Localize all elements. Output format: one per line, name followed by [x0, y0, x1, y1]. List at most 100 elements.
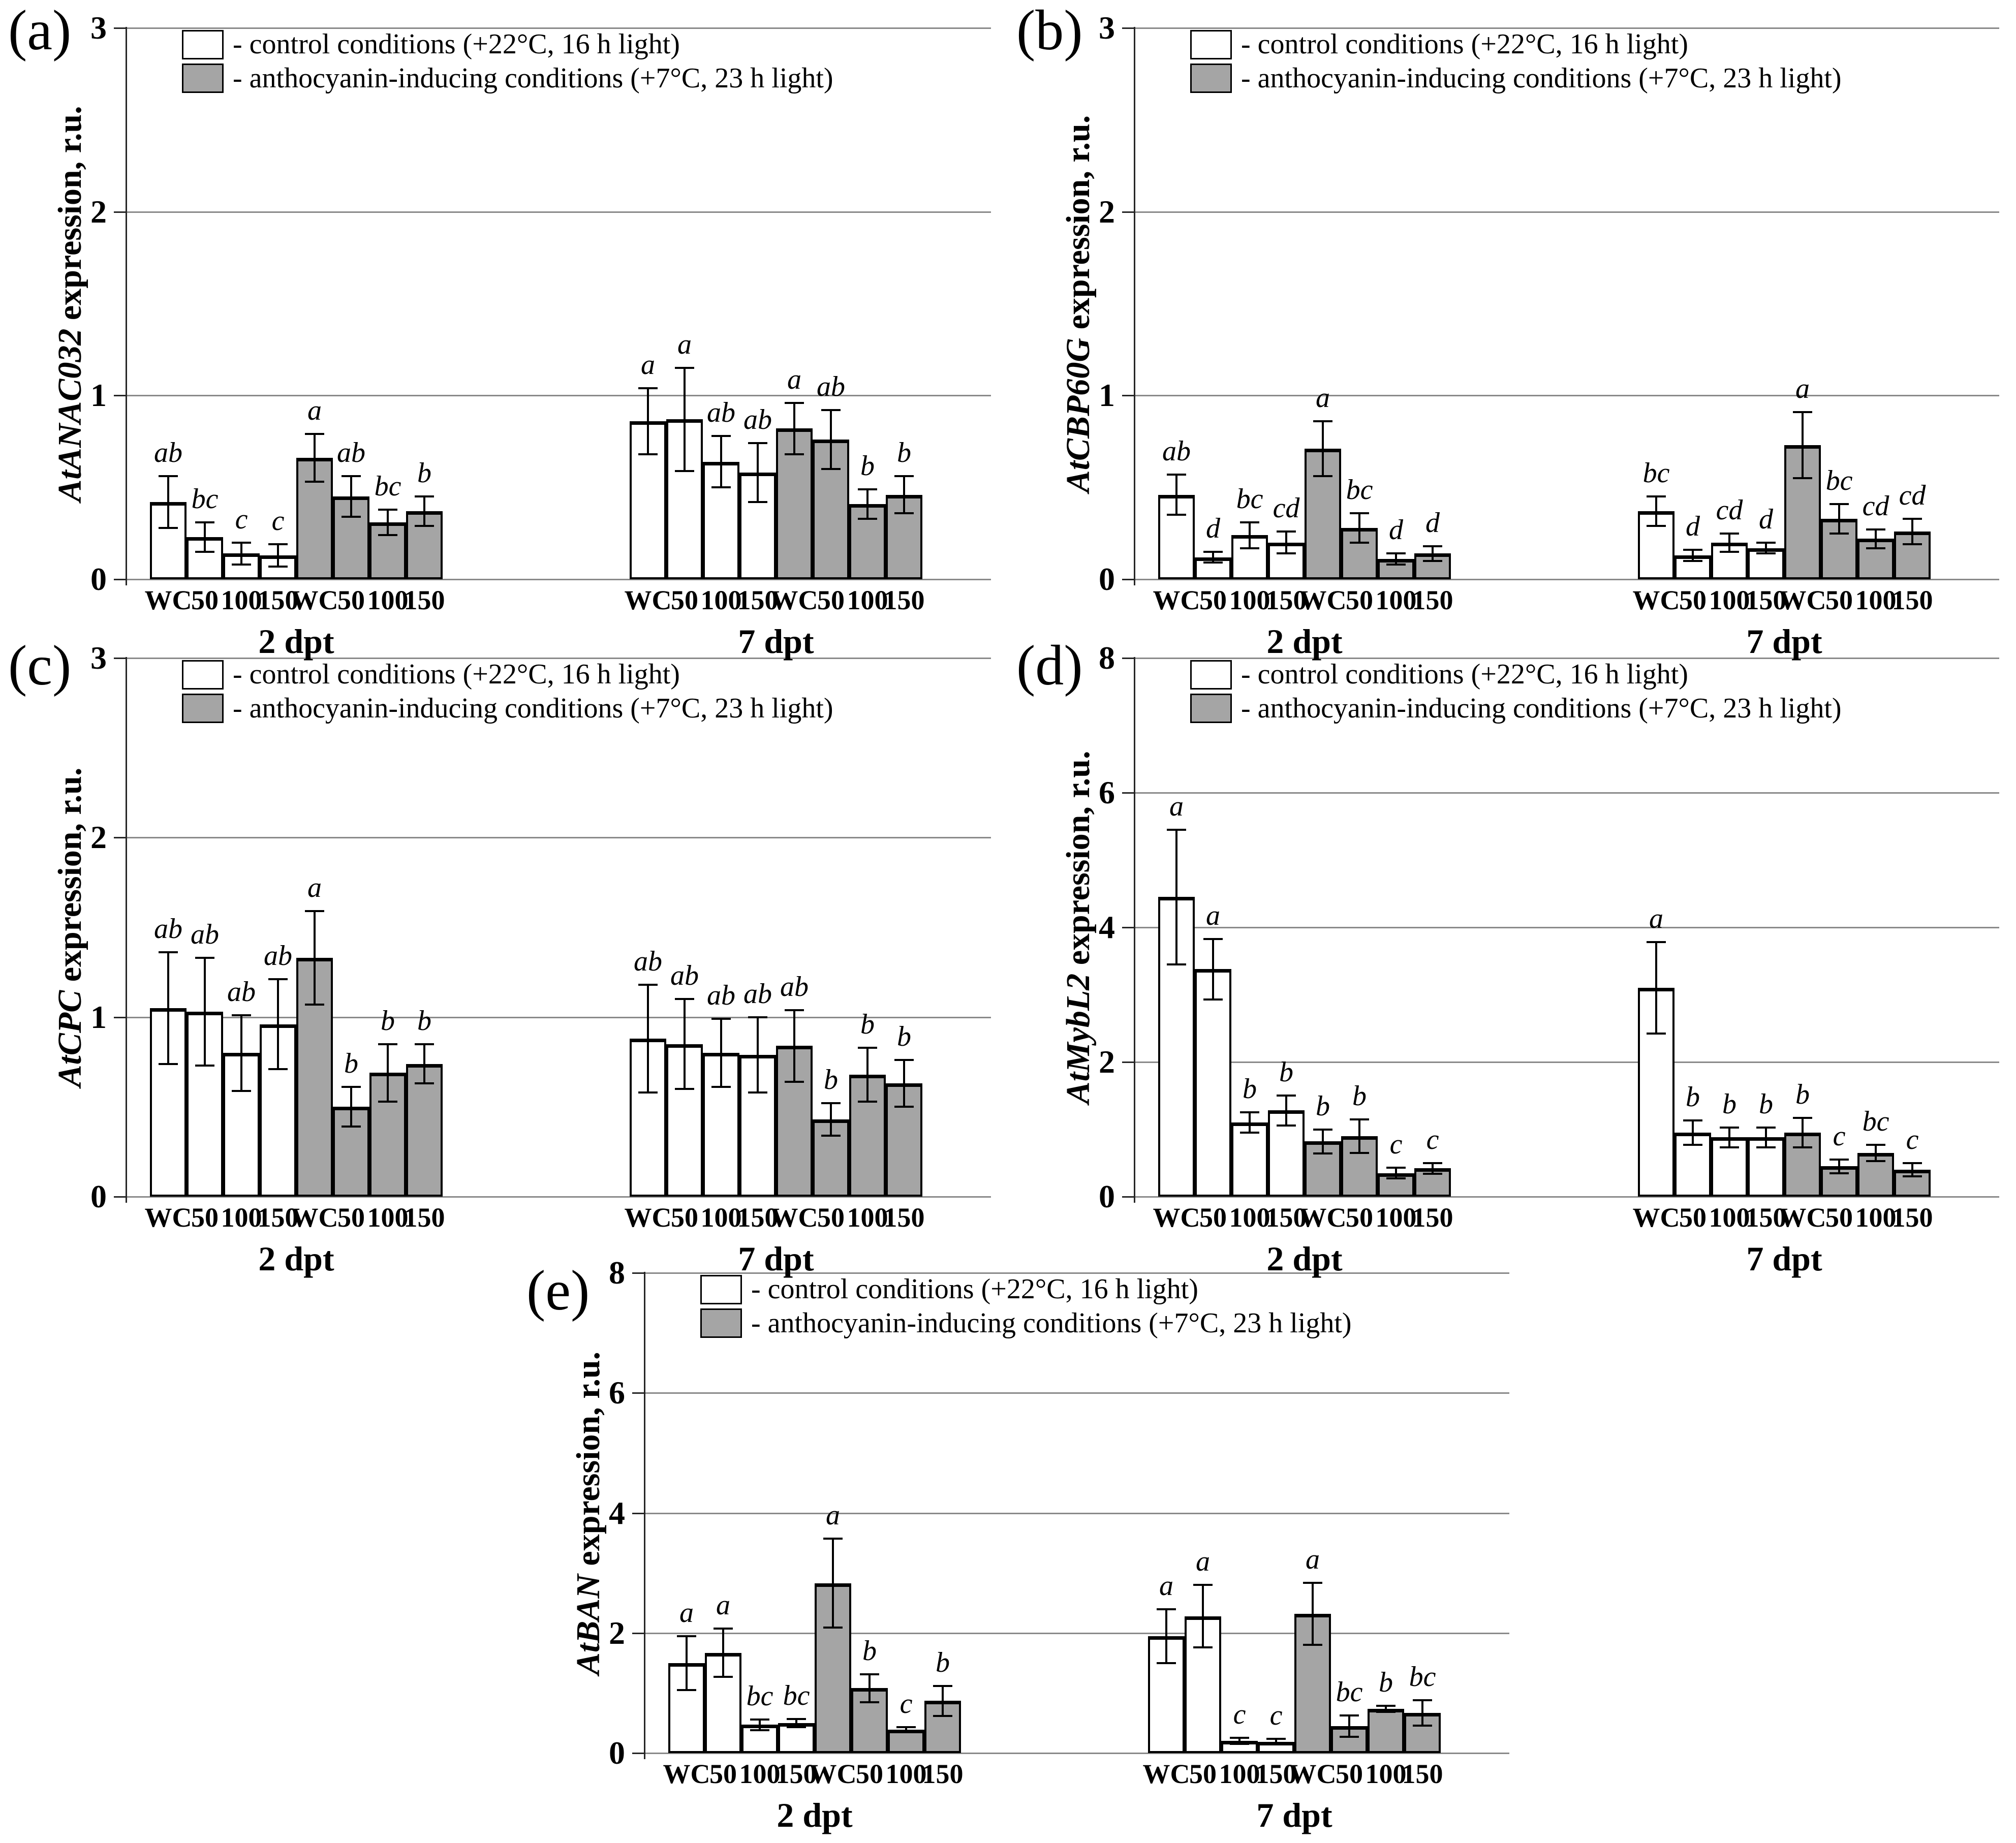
x-axis-line — [127, 1196, 991, 1198]
error-bar-cap-top — [195, 521, 214, 523]
error-bar — [757, 1017, 759, 1093]
error-bar-cap-top — [159, 475, 178, 478]
error-bar — [204, 958, 206, 1066]
x-tick-label: WC — [770, 585, 818, 615]
error-bar-cap-bottom — [748, 501, 767, 504]
bar — [1185, 1616, 1221, 1753]
x-tick-label: 50 — [1825, 585, 1853, 615]
error-bar — [1432, 546, 1434, 561]
error-bar — [1275, 1738, 1277, 1745]
error-bar-cap-bottom — [305, 481, 324, 483]
significance-letter: a — [679, 1597, 694, 1629]
significance-letter: c — [1269, 1699, 1283, 1731]
error-bar-cap-top — [1683, 549, 1702, 551]
significance-letter: ab — [707, 396, 735, 428]
significance-letter: bc — [1825, 464, 1853, 496]
error-bar-cap-bottom — [1793, 1146, 1812, 1149]
error-bar-cap-bottom — [1350, 541, 1369, 544]
significance-letter: ab — [337, 437, 365, 469]
error-bar-cap-bottom — [750, 1729, 769, 1732]
x-tick-label: 50 — [856, 1759, 883, 1789]
legend-label: - anthocyanin-inducing conditions (+7°C,… — [233, 62, 833, 94]
error-bar-cap-top — [1793, 1116, 1812, 1119]
significance-letter: b — [381, 1005, 395, 1037]
error-bar-cap-bottom — [1756, 1146, 1776, 1149]
x-tick-label: WC — [770, 1202, 818, 1233]
x-tick-label: WC — [809, 1759, 857, 1789]
error-bar — [757, 443, 759, 503]
gridline — [645, 1392, 1509, 1394]
x-tick-label: 150 — [737, 585, 779, 615]
error-bar — [1802, 412, 1804, 479]
significance-letter: cd — [1716, 494, 1743, 526]
error-bar-cap-bottom — [1167, 514, 1186, 516]
y-tick-label: 1 — [90, 377, 107, 414]
x-tick-label: 100 — [847, 585, 888, 615]
y-tick — [114, 27, 127, 29]
error-bar-cap-top — [1829, 503, 1849, 505]
significance-letter: ab — [227, 976, 256, 1008]
x-tick-label: 150 — [776, 1759, 817, 1789]
significance-letter: a — [1795, 372, 1810, 404]
y-tick — [114, 658, 127, 659]
error-bar-cap-bottom — [1203, 998, 1223, 1001]
error-bar-cap-bottom — [1350, 1151, 1369, 1154]
significance-letter: c — [1833, 1120, 1846, 1152]
x-axis-line — [127, 579, 991, 580]
x-tick-label: 50 — [191, 585, 219, 615]
legend-item: - control conditions (+22°C, 16 h light) — [700, 1273, 1352, 1305]
error-bar-cap-bottom — [894, 1106, 914, 1108]
significance-letter: b — [1352, 1080, 1367, 1112]
error-bar-cap-bottom — [195, 1065, 214, 1067]
error-bar — [387, 509, 389, 536]
panel-c: (c) AtCPC expression, r.u. 0 1 2 3 - control c… — [0, 635, 1008, 1276]
panel-a: (a) AtANAC032 expression, r.u. 0 1 2 3 - contr… — [0, 0, 1008, 659]
error-bar-cap-top — [1386, 552, 1406, 555]
legend-swatch-control — [1190, 660, 1232, 690]
significance-letter: b — [860, 1008, 875, 1040]
legend-label: - control conditions (+22°C, 16 h light) — [233, 28, 680, 60]
significance-letter: ab — [707, 980, 735, 1012]
error-bar — [832, 1539, 834, 1628]
error-bar-cap-top — [378, 508, 397, 511]
error-bar-cap-bottom — [159, 526, 178, 529]
error-bar-cap-top — [1423, 1162, 1442, 1164]
y-tick — [114, 579, 127, 580]
significance-letter: b — [417, 457, 431, 489]
error-bar-cap-bottom — [1413, 1724, 1432, 1727]
error-bar-cap-top — [1240, 1111, 1259, 1114]
x-tick-label: 50 — [671, 1202, 698, 1233]
significance-letter: bc — [191, 483, 219, 515]
error-bar-cap-top — [1903, 517, 1922, 520]
significance-letter: bc — [1862, 1105, 1889, 1137]
error-bar-cap-top — [858, 488, 877, 490]
panel-letter: (a) — [8, 0, 72, 62]
error-bar — [722, 1629, 724, 1677]
x-tick-label: 150 — [1412, 585, 1453, 615]
x-tick-label: WC — [291, 585, 338, 615]
significance-letter: b — [1686, 1081, 1700, 1113]
error-bar-cap-bottom — [677, 1689, 696, 1691]
significance-letter: b — [862, 1635, 877, 1667]
panel-d: (d) AtMybL2 expression, r.u. 0 2 4 6 8- contro… — [1008, 635, 2016, 1276]
error-bar-cap-top — [1157, 1608, 1176, 1610]
bar — [1638, 988, 1674, 1197]
error-bar — [1322, 421, 1324, 477]
x-tick-label: 150 — [257, 585, 299, 615]
y-tick-label: 1 — [90, 998, 107, 1035]
error-bar — [1202, 1585, 1204, 1648]
gridline — [127, 1016, 991, 1018]
significance-letter: bc — [1346, 474, 1373, 506]
plot-area: 0 1 2 3 - control conditions (+22°C, 16 h li… — [90, 642, 991, 1276]
legend-label: - anthocyanin-inducing conditions (+7°C,… — [1241, 62, 1842, 94]
x-tick-label: 50 — [1189, 1759, 1217, 1789]
error-bar — [686, 1636, 688, 1690]
error-bar — [1838, 504, 1840, 534]
gridline — [127, 395, 991, 397]
x-tick-label: 100 — [221, 1202, 262, 1233]
x-tick-label: 100 — [1219, 1759, 1260, 1789]
error-bar-cap-top — [1903, 1162, 1922, 1164]
y-tick-label: 8 — [1099, 640, 1115, 676]
error-bar-cap-bottom — [1647, 525, 1666, 527]
error-bar-cap-bottom — [1866, 1160, 1885, 1162]
